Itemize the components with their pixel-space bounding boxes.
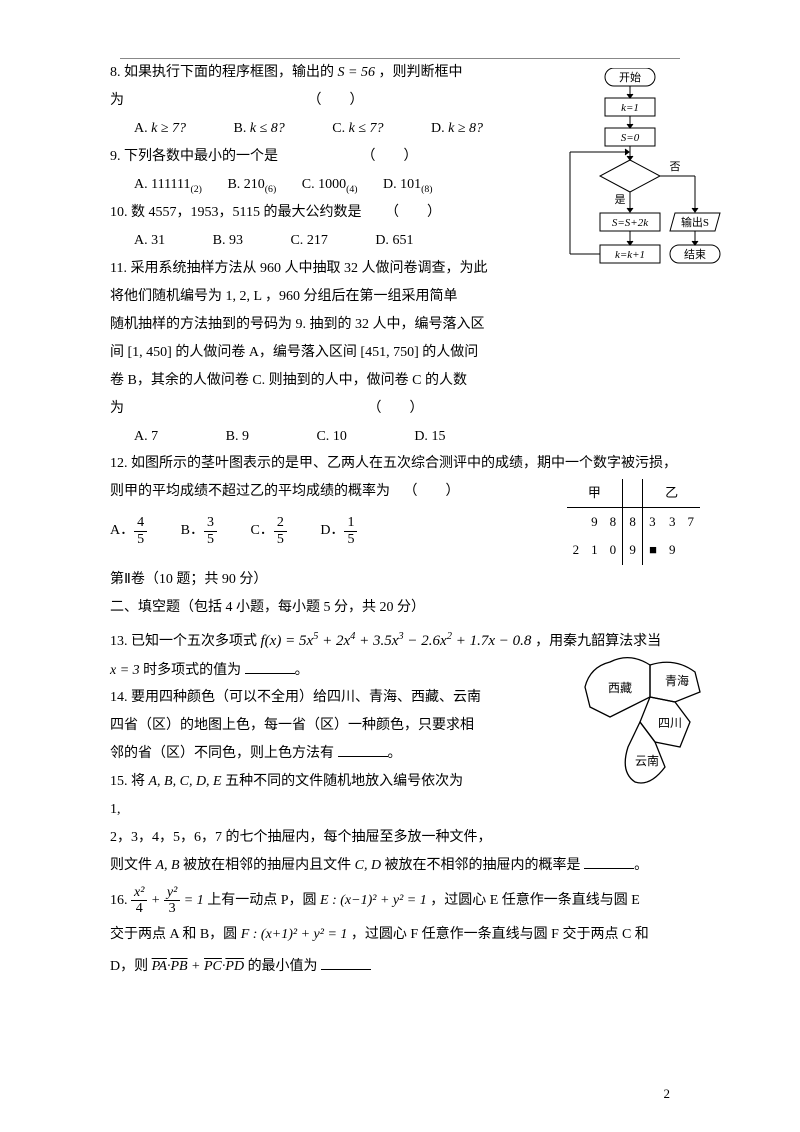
q11-options: A. 7 B. 9 C. 10 D. 15 (110, 424, 690, 450)
svg-text:结束: 结束 (684, 248, 706, 261)
q8-formula: S = 56 (338, 65, 375, 80)
svg-text:云南: 云南 (635, 753, 659, 768)
stem-leaf-table: 甲 乙 9 8 8 3 3 7 2 1 0 9 ■ 9 (567, 479, 700, 564)
svg-text:k=1: k=1 (621, 102, 639, 114)
svg-text:是: 是 (615, 193, 626, 206)
svg-text:输出S: 输出S (681, 215, 709, 229)
svg-text:否: 否 (670, 161, 681, 173)
question-12: 12. 如图所示的茎叶图表示的是甲、乙两人在五次综合测评中的成绩，期中一个数字被… (110, 451, 690, 477)
svg-text:S=S+2k: S=S+2k (612, 217, 649, 229)
q8-text-b: ，则判断框中 (378, 65, 462, 80)
page-number: 2 (664, 1086, 671, 1102)
svg-text:西藏: 西藏 (608, 681, 632, 695)
flowchart-diagram: 开始 k=1 S=0 否 是 S=S+2k k=k+1 输出S 结束 (550, 68, 730, 307)
svg-text:开始: 开始 (619, 70, 641, 84)
section-2-header: 第Ⅱ卷（10 题；共 90 分） (110, 567, 690, 593)
svg-text:四川: 四川 (658, 716, 682, 730)
svg-text:青海: 青海 (665, 673, 689, 688)
question-13: 13. 已知一个五次多项式 f(x) = 5x5 + 2x4 + 3.5x3 −… (110, 627, 690, 656)
svg-text:k=k+1: k=k+1 (615, 249, 645, 261)
q8-text-a: 8. 如果执行下面的程序框图，输出的 (110, 65, 334, 80)
question-16: 16. x²4 + y²3 = 1 上有一动点 P，圆 E : (x−1)² +… (110, 885, 690, 917)
map-diagram: 青海 西藏 四川 云南 (580, 647, 720, 807)
svg-text:S=0: S=0 (621, 132, 640, 144)
